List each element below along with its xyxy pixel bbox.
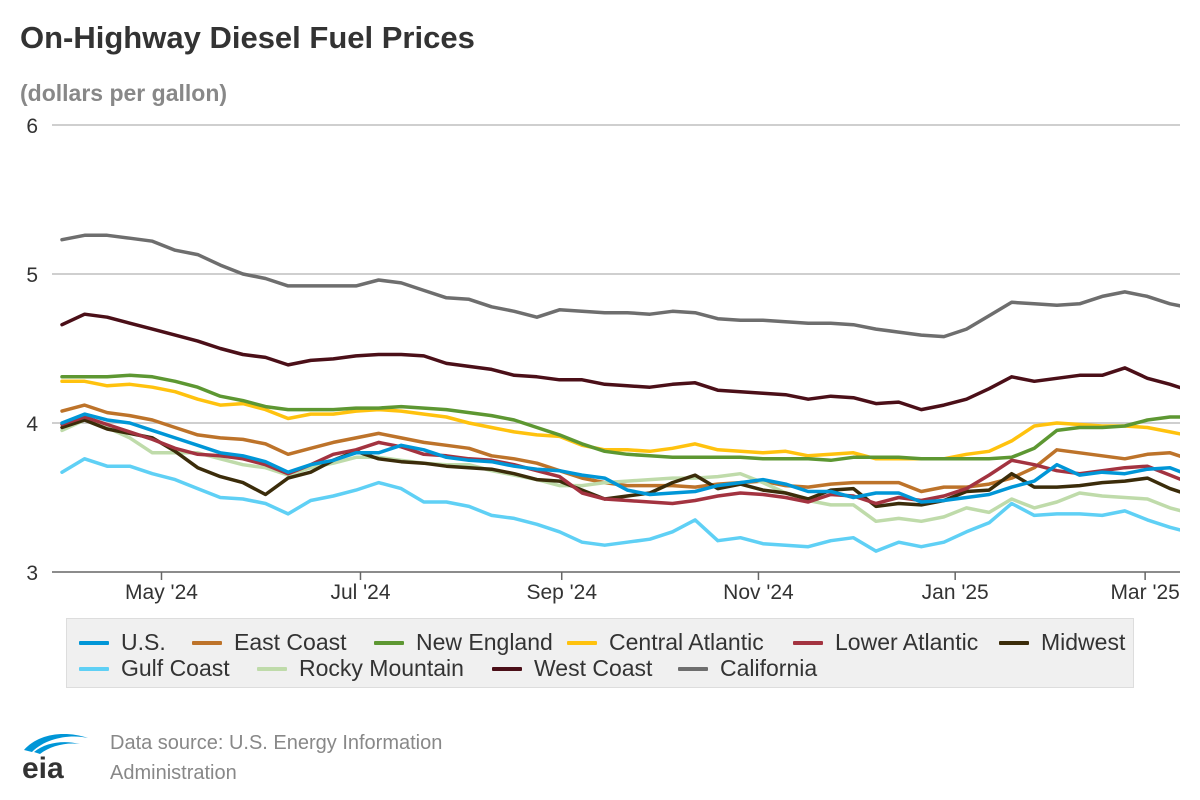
series-line-new-england bbox=[60, 373, 1180, 463]
legend-label: West Coast bbox=[534, 655, 653, 681]
legend-label: New England bbox=[416, 629, 553, 655]
x-tick-label: Jan '25 bbox=[922, 581, 989, 604]
logo-lettering: eia bbox=[22, 752, 64, 780]
legend-item: Gulf Coast bbox=[79, 655, 230, 682]
legend-swatch bbox=[999, 640, 1029, 645]
series-line-west-coast bbox=[60, 312, 1180, 412]
series-line-east-coast bbox=[60, 403, 1180, 494]
legend-item: U.S. bbox=[79, 629, 166, 656]
legend-item: Rocky Mountain bbox=[257, 655, 464, 682]
series-line-u-s bbox=[60, 412, 1180, 504]
legend-item: West Coast bbox=[492, 655, 652, 682]
legend-label: California bbox=[720, 655, 818, 681]
legend-label: Midwest bbox=[1041, 629, 1126, 655]
data-source-note: Data source: U.S. Energy Information Adm… bbox=[110, 732, 443, 784]
legend-swatch bbox=[192, 640, 222, 645]
legend-label: Gulf Coast bbox=[121, 655, 230, 681]
series-group bbox=[60, 233, 1180, 553]
series-line-central-atlantic bbox=[60, 379, 1180, 461]
legend-label: Central Atlantic bbox=[609, 629, 764, 655]
series-line-california bbox=[60, 233, 1180, 339]
legend-swatch bbox=[79, 640, 109, 645]
legend-swatch bbox=[257, 666, 287, 671]
x-tick-label: Nov '24 bbox=[723, 581, 794, 604]
y-tick-label: 3 bbox=[26, 562, 38, 585]
x-tick-label: May '24 bbox=[125, 581, 198, 604]
series-line-gulf-coast bbox=[60, 457, 1180, 553]
legend-item: New England bbox=[374, 629, 553, 656]
legend-item: Central Atlantic bbox=[567, 629, 764, 656]
eia-logo: eia bbox=[22, 734, 88, 780]
series-line-midwest bbox=[60, 418, 1180, 509]
legend-swatch bbox=[79, 666, 109, 671]
chart-legend: U.S. East Coast New England Central Atlanti… bbox=[66, 618, 1134, 688]
legend-item: Lower Atlantic bbox=[793, 629, 978, 656]
legend-label: Rocky Mountain bbox=[299, 655, 464, 681]
chart-title: On-Highway Diesel Fuel Prices bbox=[20, 20, 475, 55]
legend-label: Lower Atlantic bbox=[835, 629, 979, 655]
series-line-lower-atlantic bbox=[60, 415, 1180, 506]
legend-item: California bbox=[678, 655, 817, 682]
series-line-rocky-mountain bbox=[60, 418, 1180, 524]
x-tick-label: Jul '24 bbox=[330, 581, 390, 604]
y-tick-label: 4 bbox=[26, 413, 38, 436]
x-tick-label: Mar '25 bbox=[1110, 581, 1179, 604]
legend-swatch bbox=[793, 640, 823, 645]
legend-swatch bbox=[492, 666, 522, 671]
y-tick-label: 6 bbox=[26, 115, 38, 138]
legend-item: Midwest bbox=[999, 629, 1125, 656]
y-tick-label: 5 bbox=[26, 264, 38, 287]
legend-swatch bbox=[678, 666, 708, 671]
legend-item: East Coast bbox=[192, 629, 347, 656]
legend-label: East Coast bbox=[234, 629, 347, 655]
legend-swatch bbox=[374, 640, 404, 645]
legend-label: U.S. bbox=[121, 629, 166, 655]
legend-swatch bbox=[567, 640, 597, 645]
chart-subtitle: (dollars per gallon) bbox=[20, 80, 228, 106]
x-tick-label: Sep '24 bbox=[526, 581, 597, 604]
